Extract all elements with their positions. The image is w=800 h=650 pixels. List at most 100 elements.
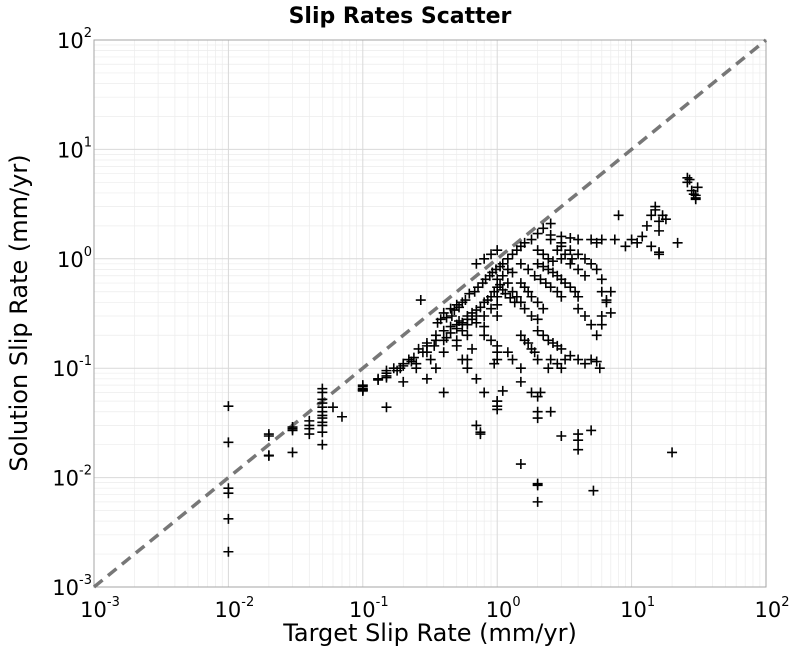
data-point	[287, 447, 298, 458]
data-point	[591, 356, 602, 367]
chart-title: Slip Rates Scatter	[289, 4, 512, 29]
data-point	[479, 321, 490, 332]
data-point	[467, 343, 478, 354]
data-point	[223, 401, 234, 412]
data-point	[688, 189, 699, 200]
x-tick-label: 102	[754, 595, 789, 622]
data-point	[489, 358, 500, 369]
data-point	[538, 249, 549, 260]
data-point	[586, 258, 597, 269]
data-point	[519, 237, 530, 248]
data-point	[451, 340, 462, 351]
data-point	[523, 337, 534, 348]
data-point	[579, 270, 590, 281]
data-point	[479, 253, 490, 264]
data-point	[609, 234, 620, 245]
data-point	[538, 303, 549, 314]
data-point	[263, 429, 274, 440]
y-tick-labels: 10-3 10-2 10-1 100 101 102	[52, 26, 92, 600]
data-point	[507, 249, 518, 260]
data-point	[515, 376, 526, 387]
data-point	[446, 311, 457, 322]
data-point	[641, 220, 652, 231]
data-point	[535, 274, 546, 285]
data-point	[565, 282, 576, 293]
data-point	[526, 291, 537, 302]
data-point	[515, 459, 526, 470]
data-point	[471, 258, 482, 269]
data-point	[507, 286, 518, 297]
data-point	[538, 261, 549, 272]
data-point	[317, 427, 328, 438]
x-axis-label: Target Slip Rate (mm/yr)	[282, 619, 577, 647]
data-point	[545, 354, 556, 365]
data-point	[594, 363, 605, 374]
x-tick-label: 10-2	[215, 595, 255, 622]
data-point	[646, 210, 657, 221]
data-point	[579, 311, 590, 322]
data-point	[532, 496, 543, 507]
data-point	[492, 274, 503, 285]
data-point	[509, 297, 520, 308]
data-point	[573, 444, 584, 455]
y-tick-label: 101	[57, 135, 92, 162]
y-tick-label: 10-2	[52, 464, 92, 491]
data-point	[565, 245, 576, 256]
data-point	[556, 363, 567, 374]
data-point	[556, 291, 567, 302]
data-point	[591, 237, 602, 248]
data-point	[471, 317, 482, 328]
data-point	[532, 297, 543, 308]
data-point	[327, 402, 338, 413]
data-point	[475, 302, 486, 313]
data-point	[425, 354, 436, 365]
data-point	[507, 267, 518, 278]
data-point	[223, 546, 234, 557]
data-point	[304, 423, 315, 434]
data-point	[502, 347, 513, 358]
data-point	[492, 396, 503, 407]
data-point	[287, 425, 298, 436]
data-point	[605, 286, 616, 297]
data-point	[545, 230, 556, 241]
data-point	[479, 311, 490, 322]
data-point	[460, 295, 471, 306]
data-point	[566, 253, 577, 264]
data-point	[565, 258, 576, 269]
data-point	[497, 385, 508, 396]
data-point	[543, 253, 554, 264]
data-point	[502, 278, 513, 289]
data-point	[421, 373, 432, 384]
data-point	[556, 231, 567, 242]
y-axis-label: Solution Slip Rate (mm/yr)	[5, 154, 33, 471]
data-point	[545, 218, 556, 229]
data-point	[357, 380, 368, 391]
data-point	[373, 373, 384, 384]
data-point	[579, 253, 590, 264]
data-point	[471, 373, 482, 384]
data-point	[579, 358, 590, 369]
data-point	[223, 437, 234, 448]
data-point	[492, 299, 503, 310]
data-point	[552, 286, 563, 297]
data-point	[654, 216, 665, 227]
data-point	[441, 312, 452, 323]
data-point	[492, 311, 503, 322]
data-point	[547, 256, 558, 267]
data-point	[532, 480, 543, 491]
x-tick-label: 100	[486, 595, 521, 622]
data-point	[505, 292, 516, 303]
data-point	[672, 237, 683, 248]
x-tick-label: 10-3	[80, 595, 120, 622]
data-point	[462, 330, 473, 341]
data-point	[495, 279, 506, 290]
data-point	[692, 182, 703, 193]
data-points	[223, 172, 703, 557]
data-point	[415, 295, 426, 306]
data-point	[492, 245, 503, 256]
data-point	[457, 325, 468, 336]
data-point	[538, 330, 549, 341]
data-point	[565, 350, 576, 361]
x-tick-labels: 10-3 10-2 10-1 100 101 102	[80, 595, 789, 622]
data-point	[654, 249, 665, 260]
